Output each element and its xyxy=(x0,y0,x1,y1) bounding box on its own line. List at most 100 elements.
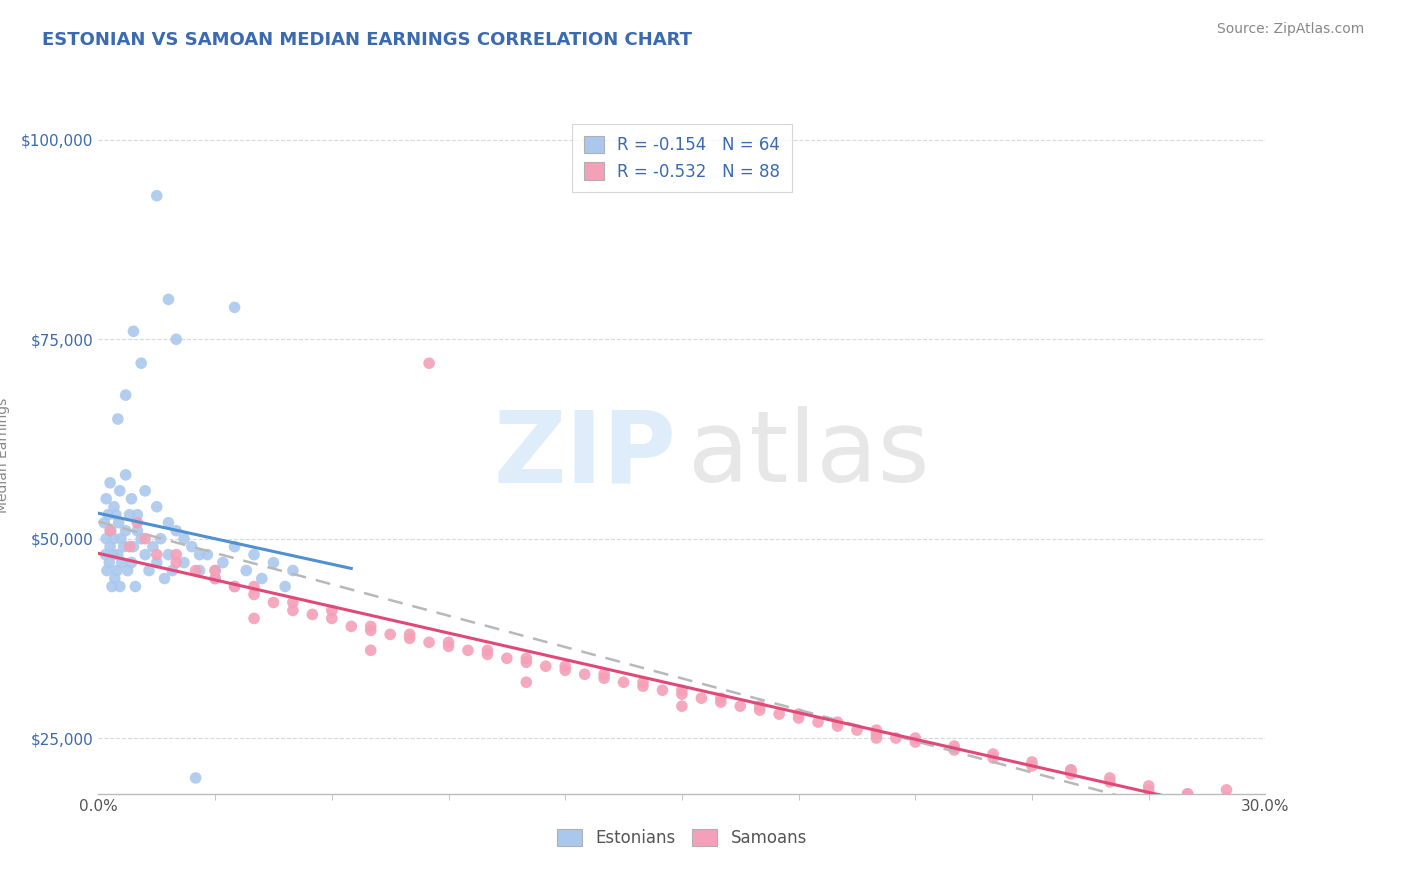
Point xyxy=(340,619,363,633)
Point xyxy=(943,739,966,753)
Point xyxy=(1060,767,1083,781)
Point xyxy=(173,556,195,570)
Point xyxy=(1254,803,1277,817)
Point xyxy=(787,707,810,722)
Point xyxy=(165,524,187,538)
Point xyxy=(981,751,1004,765)
Point xyxy=(262,556,284,570)
Point xyxy=(865,723,887,737)
Point xyxy=(710,691,733,706)
Point xyxy=(146,556,169,570)
Point xyxy=(904,735,927,749)
Point xyxy=(437,635,460,649)
Point xyxy=(651,683,673,698)
Text: ESTONIAN VS SAMOAN MEDIAN EARNINGS CORRELATION CHART: ESTONIAN VS SAMOAN MEDIAN EARNINGS CORRE… xyxy=(42,31,692,49)
Point xyxy=(107,548,129,562)
Point xyxy=(827,719,849,733)
Point xyxy=(904,731,927,745)
Point xyxy=(1177,787,1199,801)
Point xyxy=(204,564,226,578)
Point xyxy=(360,624,382,638)
Point xyxy=(118,508,141,522)
Point xyxy=(184,564,207,578)
Point xyxy=(1234,795,1257,809)
Point xyxy=(127,508,149,522)
Legend: Estonians, Samoans: Estonians, Samoans xyxy=(550,822,814,854)
Point xyxy=(114,467,136,482)
Point xyxy=(105,564,128,578)
Point xyxy=(243,611,266,625)
Point xyxy=(114,524,136,538)
Point xyxy=(250,572,273,586)
Point xyxy=(631,675,654,690)
Point xyxy=(188,564,211,578)
Point xyxy=(360,643,382,657)
Point xyxy=(98,475,121,490)
Point xyxy=(224,301,246,315)
Point xyxy=(114,388,136,402)
Point xyxy=(103,548,125,562)
Point xyxy=(534,659,557,673)
Point xyxy=(138,564,160,578)
Point xyxy=(477,643,499,657)
Point xyxy=(360,619,382,633)
Point xyxy=(98,540,121,554)
Point xyxy=(554,663,576,677)
Point xyxy=(1060,763,1083,777)
Point xyxy=(612,675,634,690)
Point xyxy=(110,532,132,546)
Point xyxy=(380,627,402,641)
Point xyxy=(129,532,152,546)
Point xyxy=(117,564,139,578)
Point xyxy=(96,532,118,546)
Point xyxy=(104,508,127,522)
Point xyxy=(157,516,180,530)
Point xyxy=(224,580,246,594)
Point xyxy=(121,556,143,570)
Point xyxy=(398,632,420,646)
Point xyxy=(157,548,180,562)
Point xyxy=(204,572,226,586)
Point xyxy=(807,715,830,730)
Y-axis label: Median Earnings: Median Earnings xyxy=(0,397,10,513)
Point xyxy=(865,731,887,745)
Point xyxy=(321,603,343,617)
Point xyxy=(157,293,180,307)
Point xyxy=(127,524,149,538)
Point xyxy=(631,679,654,693)
Point xyxy=(103,500,125,514)
Point xyxy=(224,540,246,554)
Point xyxy=(1021,755,1043,769)
Point xyxy=(235,564,257,578)
Point xyxy=(787,711,810,725)
Point xyxy=(129,356,152,370)
Point xyxy=(884,731,907,745)
Point xyxy=(204,564,226,578)
Point xyxy=(710,695,733,709)
Point xyxy=(118,540,141,554)
Point xyxy=(121,491,143,506)
Point xyxy=(1137,783,1160,797)
Point xyxy=(1098,775,1121,789)
Point xyxy=(748,699,770,714)
Text: atlas: atlas xyxy=(688,407,929,503)
Point xyxy=(321,611,343,625)
Point xyxy=(243,548,266,562)
Point xyxy=(195,548,218,562)
Point xyxy=(671,683,693,698)
Point xyxy=(243,580,266,594)
Point xyxy=(165,332,187,346)
Point xyxy=(112,540,135,554)
Point xyxy=(865,727,887,741)
Point xyxy=(212,556,235,570)
Point xyxy=(96,491,118,506)
Point xyxy=(1215,795,1237,809)
Point xyxy=(1177,787,1199,801)
Point xyxy=(204,572,226,586)
Point xyxy=(165,556,187,570)
Point xyxy=(108,483,131,498)
Point xyxy=(146,548,169,562)
Point xyxy=(162,564,184,578)
Point xyxy=(100,524,122,538)
Point xyxy=(122,324,145,338)
